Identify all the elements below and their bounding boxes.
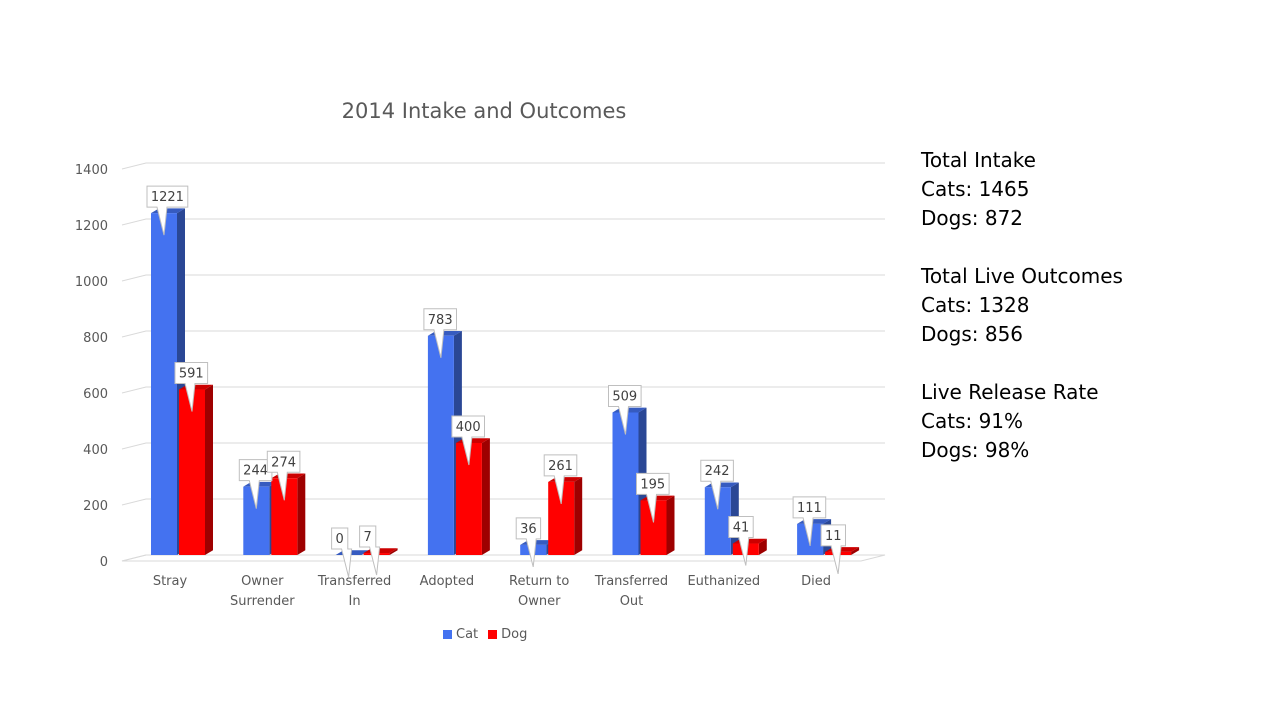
- data-label: 1221: [151, 190, 184, 205]
- x-tick-label: Stray: [153, 574, 188, 589]
- y-tick-label: 200: [83, 499, 108, 514]
- data-label: 400: [456, 420, 481, 435]
- data-label-callout: [266, 450, 301, 501]
- stats-cats: Cats: 1465: [921, 177, 1030, 201]
- x-tick-label: Owner: [241, 574, 284, 589]
- stats-dogs: Dogs: 872: [921, 206, 1024, 230]
- data-label-callout: [331, 527, 353, 578]
- stats-heading: Total Intake: [921, 148, 1036, 172]
- data-label: 261: [548, 459, 573, 474]
- stats-cats: Cats: 1328: [921, 293, 1030, 317]
- data-label-callout: [174, 362, 209, 412]
- data-label: 11: [825, 529, 842, 544]
- data-label: 111: [797, 501, 822, 516]
- stats-group-intake: Total Intake Cats: 1465 Dogs: 872: [921, 146, 1261, 233]
- bar-side: [851, 547, 860, 555]
- data-label: 0: [336, 532, 344, 547]
- y-tick-label: 1400: [75, 163, 108, 178]
- bar-side: [297, 473, 306, 555]
- gridline: [121, 274, 885, 282]
- gridline: [121, 554, 885, 562]
- gridline: [121, 218, 885, 226]
- data-label-callout: [608, 384, 642, 435]
- legend-swatch-cat: [443, 629, 452, 639]
- bar-side: [205, 384, 213, 555]
- bar-side: [389, 548, 398, 555]
- bar-cat: [427, 335, 454, 555]
- x-tick-label: Transferred: [317, 574, 391, 589]
- stats-group-release-rate: Live Release Rate Cats: 91% Dogs: 98%: [921, 378, 1261, 465]
- data-label: 274: [271, 455, 296, 470]
- data-label: 36: [520, 522, 537, 537]
- y-tick-label: 800: [83, 331, 108, 346]
- stats-heading: Total Live Outcomes: [921, 264, 1123, 288]
- y-tick-label: 0: [100, 555, 108, 570]
- data-label-callout: [515, 517, 542, 568]
- data-label-callout: [146, 185, 189, 236]
- chart-title: 2014 Intake and Outcomes: [341, 99, 627, 123]
- x-tick-label: Transferred: [594, 574, 668, 589]
- data-label-callout: [728, 516, 754, 566]
- y-tick-label: 1000: [75, 275, 108, 290]
- data-label: 783: [428, 313, 453, 328]
- data-label: 509: [612, 389, 637, 404]
- bar-dog: [179, 389, 205, 555]
- x-tick-label: Died: [801, 574, 831, 589]
- gridline: [121, 386, 885, 394]
- stats-dogs: Dogs: 856: [921, 322, 1024, 346]
- data-label: 7: [364, 530, 372, 545]
- data-label: 195: [640, 477, 665, 492]
- gridline: [121, 330, 885, 338]
- bar-side: [574, 477, 583, 555]
- stats-panel: Total Intake Cats: 1465 Dogs: 872 Total …: [921, 146, 1261, 465]
- chart-legend: Cat Dog: [443, 624, 527, 644]
- legend-item-dog: Dog: [488, 627, 527, 642]
- bar-side: [758, 538, 767, 555]
- data-label-callout: [820, 524, 846, 575]
- legend-item-cat: Cat: [443, 627, 478, 642]
- x-tick-label: In: [349, 594, 361, 609]
- legend-label-dog: Dog: [501, 626, 528, 642]
- data-label-callout: [451, 415, 485, 466]
- data-label: 242: [705, 464, 730, 479]
- x-tick-label: Euthanized: [687, 574, 760, 589]
- bar-cat: [612, 412, 639, 555]
- stats-group-live-outcomes: Total Live Outcomes Cats: 1328 Dogs: 856: [921, 262, 1261, 349]
- data-label-callout: [359, 525, 381, 576]
- bar-cat: [151, 213, 177, 555]
- y-tick-label: 600: [83, 387, 108, 402]
- legend-swatch-dog: [488, 629, 498, 639]
- chart-floor: [121, 554, 886, 562]
- x-tick-label: Adopted: [420, 574, 474, 589]
- stats-cats: Cats: 91%: [921, 409, 1024, 433]
- x-tick-label: Owner: [518, 594, 561, 609]
- stats-heading: Live Release Rate: [921, 380, 1099, 404]
- bar-side: [666, 495, 675, 555]
- legend-label-cat: Cat: [456, 626, 479, 642]
- gridline: [121, 442, 885, 450]
- data-label-callout: [636, 472, 670, 523]
- data-label: 41: [733, 521, 750, 536]
- data-label-callout: [700, 459, 734, 510]
- data-label-callout: [423, 308, 457, 358]
- bar-side: [481, 438, 490, 555]
- data-label-callout: [792, 496, 827, 547]
- data-label-callout: [543, 454, 578, 505]
- x-tick-label: Surrender: [230, 594, 295, 609]
- y-tick-label: 1200: [75, 219, 108, 234]
- gridline: [121, 498, 885, 506]
- y-tick-label: 400: [83, 443, 108, 458]
- x-tick-label: Return to: [509, 574, 569, 589]
- gridline: [121, 162, 885, 170]
- data-label: 591: [179, 367, 204, 382]
- stats-dogs: Dogs: 98%: [921, 438, 1030, 462]
- x-tick-label: Out: [620, 594, 644, 609]
- data-label: 244: [243, 464, 268, 479]
